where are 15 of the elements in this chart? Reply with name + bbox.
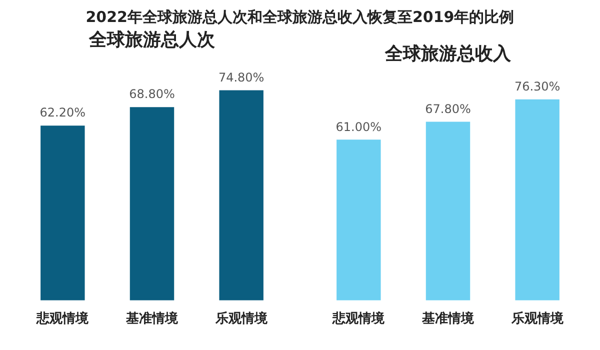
chart-title: 全球旅游总人次 <box>88 29 216 50</box>
x-tick-label: 悲观情境 <box>332 310 386 327</box>
x-tick-label: 乐观情境 <box>214 310 268 327</box>
data-label: 62.20% <box>40 106 86 120</box>
data-label: 67.80% <box>425 102 471 116</box>
data-label: 76.30% <box>514 79 560 94</box>
data-label: 68.80% <box>129 87 175 102</box>
data-label: 61.00% <box>336 120 382 134</box>
x-tick-label: 基准情境 <box>125 310 179 327</box>
x-tick-label: 悲观情境 <box>36 310 90 327</box>
x-tick-label: 基准情境 <box>421 310 475 327</box>
x-tick-label: 乐观情境 <box>510 310 564 327</box>
text: 2022年全球旅游总人次和全球旅游总收入恢复至2019年的比例 <box>84 8 516 28</box>
chart-title: 全球旅游总收入 <box>384 43 512 64</box>
data-label: 74.80% <box>218 70 264 84</box>
